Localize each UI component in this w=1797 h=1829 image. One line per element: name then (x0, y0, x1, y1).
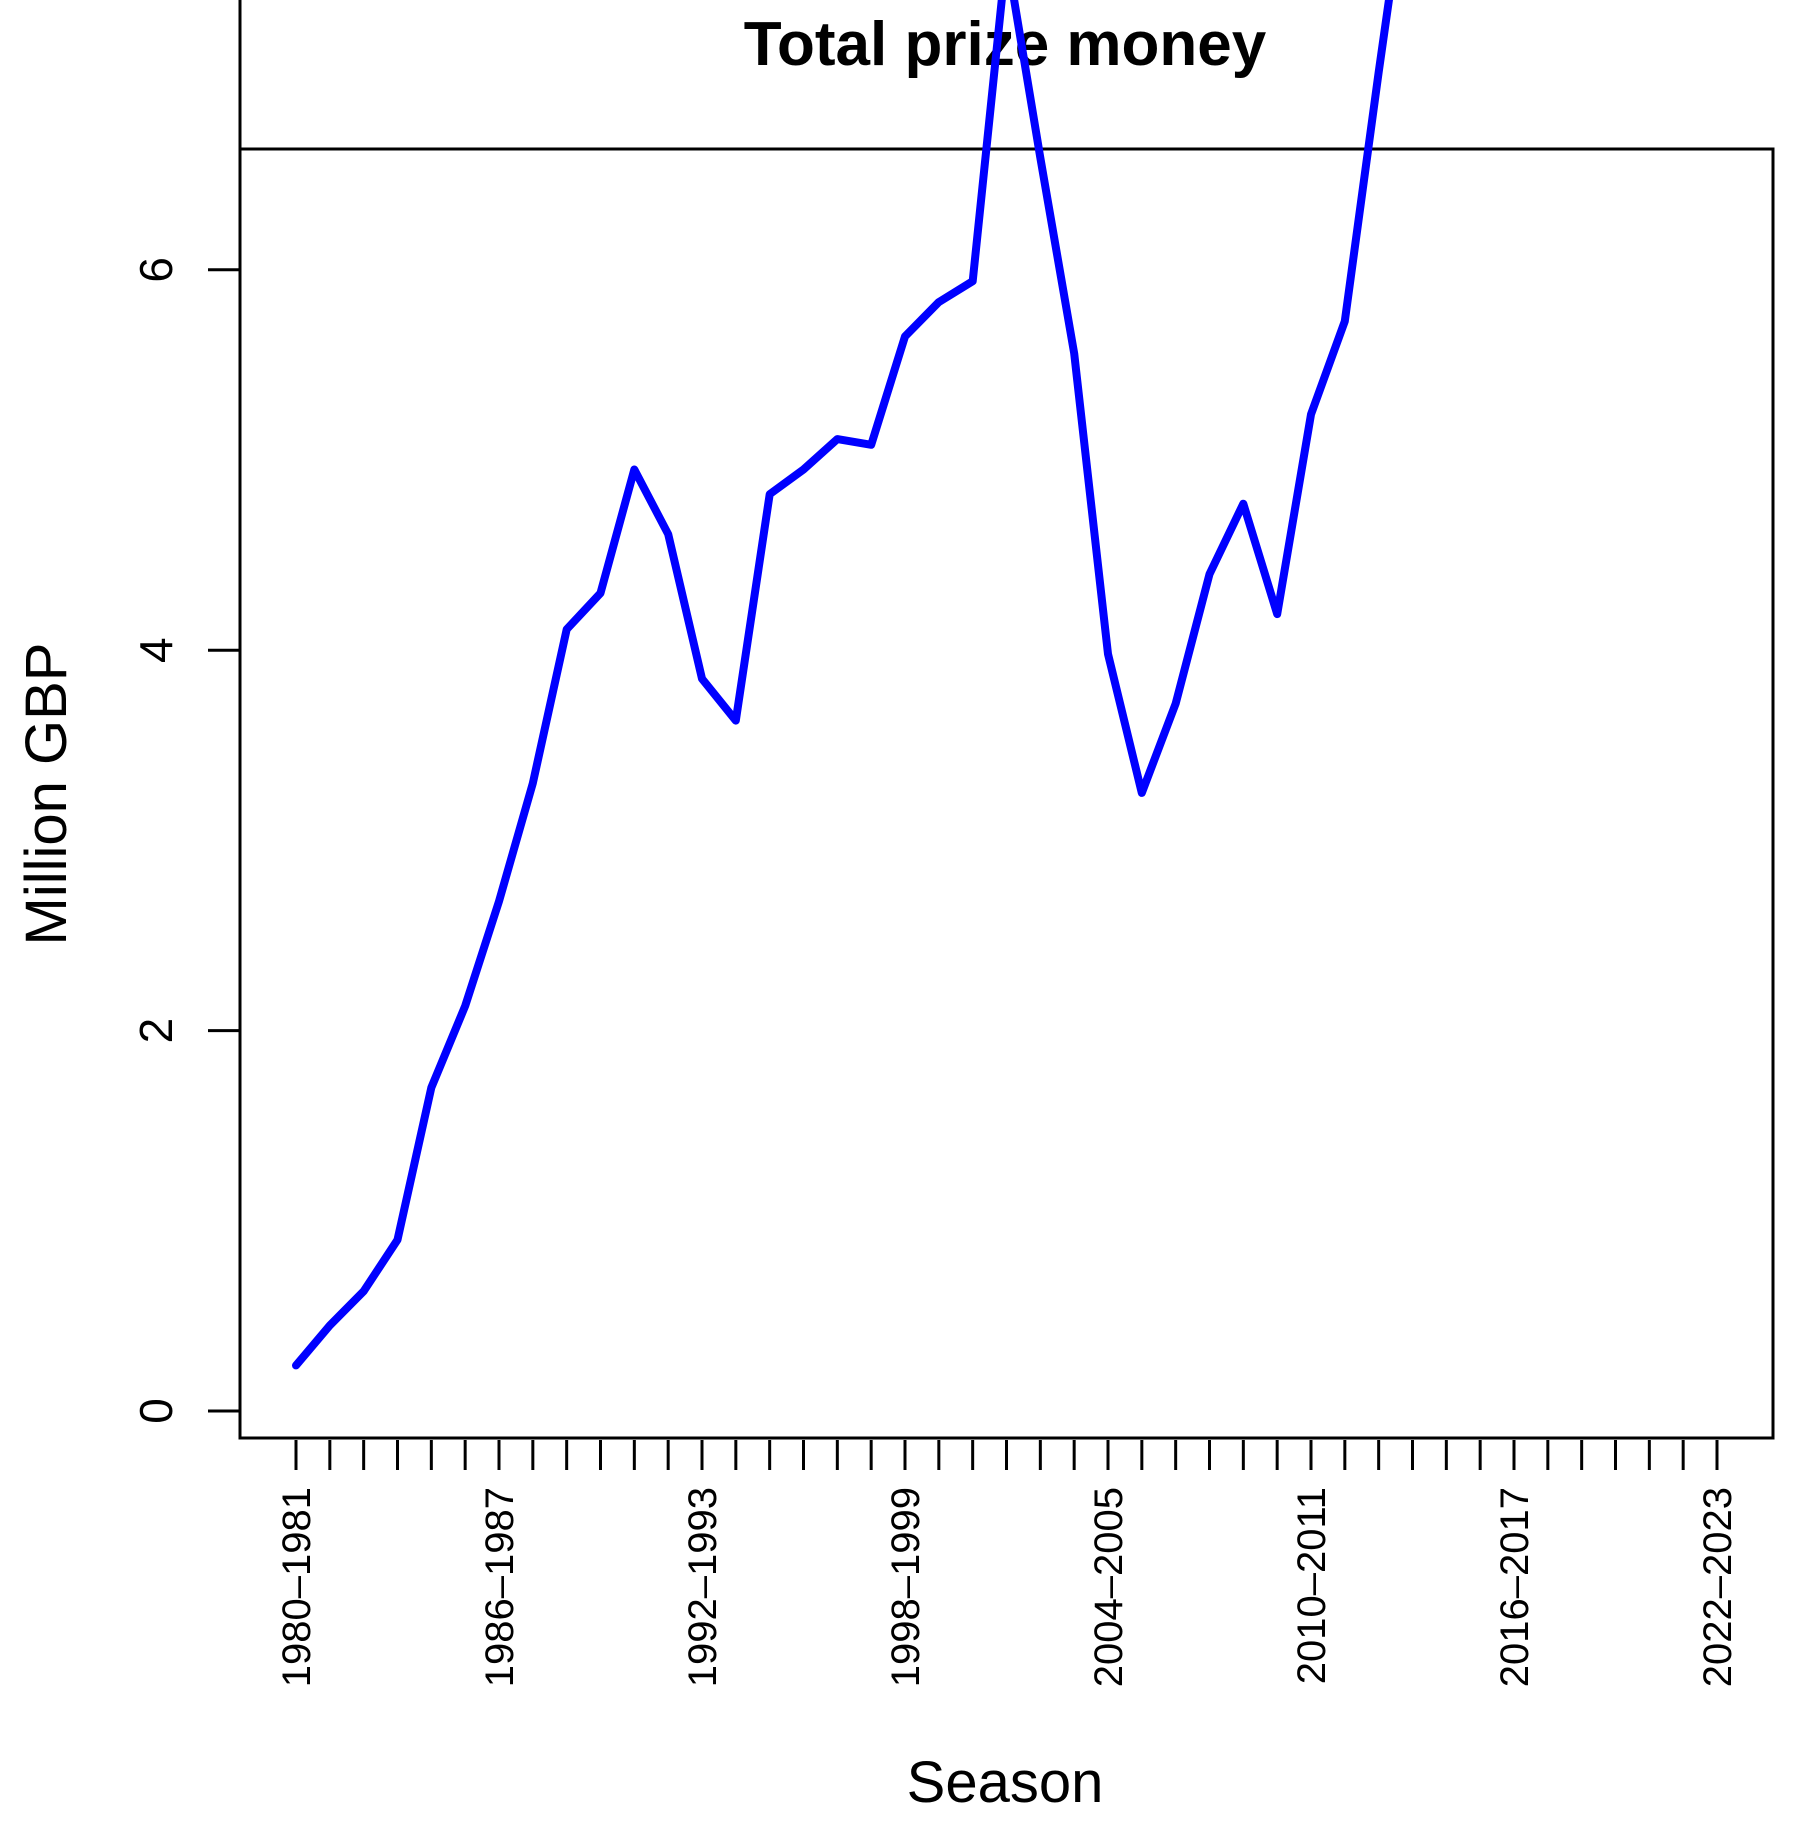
data-point (1307, 410, 1315, 418)
data-point (901, 332, 909, 340)
x-axis: 1980–1981 1986–1987 1992–1993 1998–1999 2004… (275, 1436, 1740, 1687)
series-layer (292, 0, 1393, 1370)
data-point (1104, 650, 1112, 658)
data-point (1206, 570, 1214, 578)
data-point (766, 490, 774, 498)
data-point (935, 298, 943, 306)
data-point (969, 277, 977, 285)
data-point (800, 466, 808, 474)
chart-title: Total prize money (744, 10, 1267, 79)
data-point (833, 435, 841, 443)
data-point (563, 625, 571, 633)
data-point (529, 779, 537, 787)
data-point (1341, 317, 1349, 325)
y-tick-label: 0 (130, 1398, 182, 1424)
series-line (292, 0, 1393, 1370)
data-point (1036, 154, 1044, 162)
y-tick-label: 6 (130, 257, 182, 283)
x-tick-label: 1992–1993 (681, 1487, 725, 1687)
data-point (1138, 789, 1146, 797)
y-tick-label: 2 (130, 1018, 182, 1044)
y-axis: 024681012 (130, 0, 242, 1424)
data-point (394, 1236, 402, 1244)
data-point (326, 1321, 334, 1329)
x-tick-label: 2004–2005 (1087, 1487, 1131, 1687)
data-point (495, 897, 503, 905)
x-tick-label: 1986–1987 (478, 1487, 522, 1687)
data-point (630, 466, 638, 474)
data-point (732, 717, 740, 725)
data-point (292, 1361, 300, 1369)
x-axis-title: Season (907, 1750, 1104, 1815)
data-point (698, 675, 706, 683)
data-point (1273, 610, 1281, 618)
data-point (360, 1287, 368, 1295)
data-point (867, 441, 875, 449)
data-point (1375, 68, 1383, 76)
data-point (1239, 500, 1247, 508)
x-tick-label: 1980–1981 (275, 1487, 319, 1687)
data-point (597, 589, 605, 597)
data-point (1070, 350, 1078, 358)
y-tick-label: 4 (130, 637, 182, 663)
x-tick-label: 2022–2023 (1696, 1487, 1740, 1687)
plot-frame (238, 147, 1775, 1440)
x-tick-label: 1998–1999 (884, 1487, 928, 1687)
data-point (427, 1084, 435, 1092)
data-point (1172, 700, 1180, 708)
x-tick-label: 2016–2017 (1493, 1487, 1537, 1687)
y-axis-title: Million GBP (14, 643, 79, 946)
data-point (664, 530, 672, 538)
x-tick-label: 2010–2011 (1290, 1487, 1334, 1684)
data-point (461, 1002, 469, 1010)
